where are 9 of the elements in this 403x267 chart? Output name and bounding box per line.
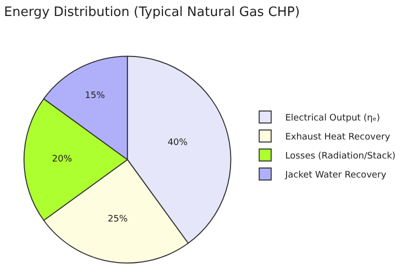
data-label: 40% (168, 138, 188, 148)
chart-title: Energy Distribution (Typical Natural Gas CHP) (4, 4, 300, 20)
legend-label: Jacket Water Recovery (284, 170, 388, 181)
data-label: 25% (108, 214, 128, 224)
legend-label: Electrical Output (ηₑ) (285, 114, 380, 124)
data-label: 15% (84, 91, 106, 102)
data-label: 20% (52, 154, 73, 165)
legend-label: Losses (Radiation/Stack) (285, 152, 396, 162)
legend-label: Exhaust Heat Recovery (285, 132, 391, 143)
